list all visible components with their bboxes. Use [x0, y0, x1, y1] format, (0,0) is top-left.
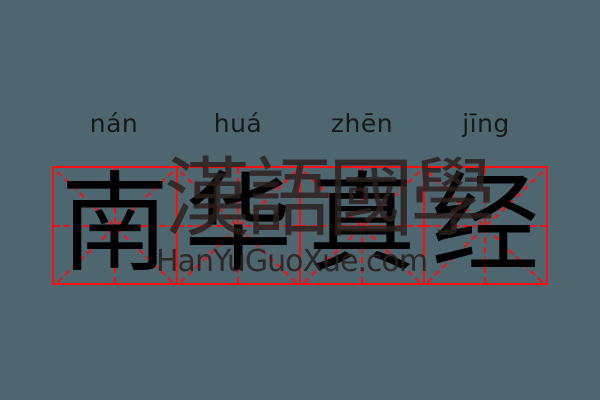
pinyin-row: nán huá zhēn jīng — [52, 103, 548, 143]
grid-cell-2: 华 — [177, 168, 301, 283]
grid-cell-4: 经 — [424, 168, 546, 283]
grid-cell-3: 真 — [301, 168, 425, 283]
grid-cell-1: 南 — [54, 168, 178, 283]
hanzi-character-2: 华 — [184, 168, 293, 283]
pinyin-syllable-2: huá — [213, 108, 263, 138]
vertical-guide-icon — [484, 168, 487, 283]
hanzi-character-4: 经 — [431, 168, 540, 283]
vertical-guide-icon — [360, 168, 363, 283]
pinyin-syllable-1: nán — [89, 108, 139, 138]
vertical-guide-icon — [113, 168, 116, 283]
vertical-guide-icon — [237, 168, 240, 283]
hanzi-character-3: 真 — [307, 168, 416, 283]
hanzi-character-1: 南 — [60, 168, 169, 283]
pinyin-syllable-3: zhēn — [330, 108, 394, 138]
character-grid: 南 华 真 经 — [52, 166, 548, 285]
pinyin-syllable-4: jīng — [462, 108, 510, 138]
